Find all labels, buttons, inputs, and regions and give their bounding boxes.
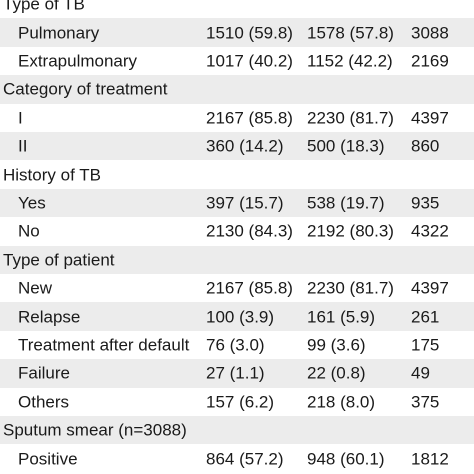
table-row: Extrapulmonary 1017 (40.2) 1152 (42.2) 2… xyxy=(0,47,474,75)
table-row: Treatment after default 76 (3.0) 99 (3.6… xyxy=(0,331,474,359)
row-label: Pulmonary xyxy=(18,23,100,43)
table-row: Yes 397 (15.7) 538 (19.7) 935 xyxy=(0,188,474,218)
value-cell-col1: 397 (15.7) xyxy=(206,193,284,213)
section-row-sputum-smear: Sputum smear (n=3088) xyxy=(0,416,474,445)
value-cell-col1: 157 (6.2) xyxy=(206,392,275,412)
row-label: Extrapulmonary xyxy=(18,51,138,71)
row-label: Positive xyxy=(18,449,78,469)
value-cell-col3: 2169 xyxy=(411,51,449,71)
value-cell-col1: 1017 (40.2) xyxy=(206,51,293,71)
value-cell-col3: 4397 xyxy=(411,108,449,128)
value-cell-col3: 175 xyxy=(411,335,440,355)
value-cell-col2: 161 (5.9) xyxy=(307,307,376,327)
value-cell-col2: 500 (18.3) xyxy=(307,136,385,156)
table-row: Positive 864 (57.2) 948 (60.1) 1812 xyxy=(0,444,474,472)
section-row-type-of-tb: Type of TB xyxy=(0,0,474,18)
row-label: Relapse xyxy=(18,307,81,327)
value-cell-col2: 2192 (80.3) xyxy=(307,221,394,241)
section-row-type-of-patient: Type of patient xyxy=(0,245,474,274)
value-cell-col1: 76 (3.0) xyxy=(206,335,265,355)
row-label: Treatment after default xyxy=(18,335,190,355)
section-row-category: Category of treatment xyxy=(0,75,474,104)
row-label: Type of patient xyxy=(3,250,115,270)
value-cell-col2: 218 (8.0) xyxy=(307,392,376,412)
row-label: Type of TB xyxy=(3,0,85,14)
row-label: New xyxy=(18,278,53,298)
value-cell-col2: 2230 (81.7) xyxy=(307,108,394,128)
value-cell-col1: 100 (3.9) xyxy=(206,307,275,327)
value-cell-col1: 27 (1.1) xyxy=(206,363,265,383)
value-cell-col1: 2130 (84.3) xyxy=(206,221,293,241)
table-row: Others 157 (6.2) 218 (8.0) 375 xyxy=(0,388,474,416)
value-cell-col3: 3088 xyxy=(411,23,449,43)
value-cell-col2: 2230 (81.7) xyxy=(307,278,394,298)
row-label: Yes xyxy=(18,193,46,213)
value-cell-col1: 2167 (85.8) xyxy=(206,278,293,298)
row-label: Failure xyxy=(18,363,70,383)
section-row-history: History of TB xyxy=(0,160,474,188)
value-cell-col3: 4397 xyxy=(411,278,449,298)
value-cell-col3: 860 xyxy=(411,136,440,156)
table-row: No 2130 (84.3) 2192 (80.3) 4322 xyxy=(0,217,474,245)
value-cell-col1: 2167 (85.8) xyxy=(206,108,293,128)
value-cell-col2: 948 (60.1) xyxy=(307,449,385,469)
value-cell-col3: 49 xyxy=(411,363,430,383)
value-cell-col2: 99 (3.6) xyxy=(307,335,366,355)
table-row: New 2167 (85.8) 2230 (81.7) 4397 xyxy=(0,274,474,302)
row-label: I xyxy=(18,108,23,128)
value-cell-col3: 4322 xyxy=(411,221,449,241)
value-cell-col3: 375 xyxy=(411,392,440,412)
row-label: Sputum smear (n=3088) xyxy=(3,420,187,440)
value-cell-col1: 864 (57.2) xyxy=(206,449,284,469)
row-label: No xyxy=(18,221,40,241)
row-label: II xyxy=(18,136,28,156)
value-cell-col1: 1510 (59.8) xyxy=(206,23,293,43)
value-cell-col3: 1812 xyxy=(411,449,449,469)
row-label: Category of treatment xyxy=(3,79,168,99)
value-cell-col2: 1152 (42.2) xyxy=(307,51,393,71)
row-label: Others xyxy=(18,392,70,412)
table-row: Failure 27 (1.1) 22 (0.8) 49 xyxy=(0,359,474,388)
value-cell-col2: 22 (0.8) xyxy=(307,363,366,383)
table-row: Pulmonary 1510 (59.8) 1578 (57.8) 3088 xyxy=(0,18,474,47)
value-cell-col3: 935 xyxy=(411,193,440,213)
table-row: Relapse 100 (3.9) 161 (5.9) 261 xyxy=(0,302,474,331)
value-cell-col3: 261 xyxy=(411,307,440,327)
table-row: I 2167 (85.8) 2230 (81.7) 4397 xyxy=(0,104,474,132)
value-cell-col2: 1578 (57.8) xyxy=(307,23,394,43)
value-cell-col1: 360 (14.2) xyxy=(206,136,284,156)
table-row: II 360 (14.2) 500 (18.3) 860 xyxy=(0,132,474,161)
value-cell-col2: 538 (19.7) xyxy=(307,193,385,213)
row-label: History of TB xyxy=(3,165,101,185)
